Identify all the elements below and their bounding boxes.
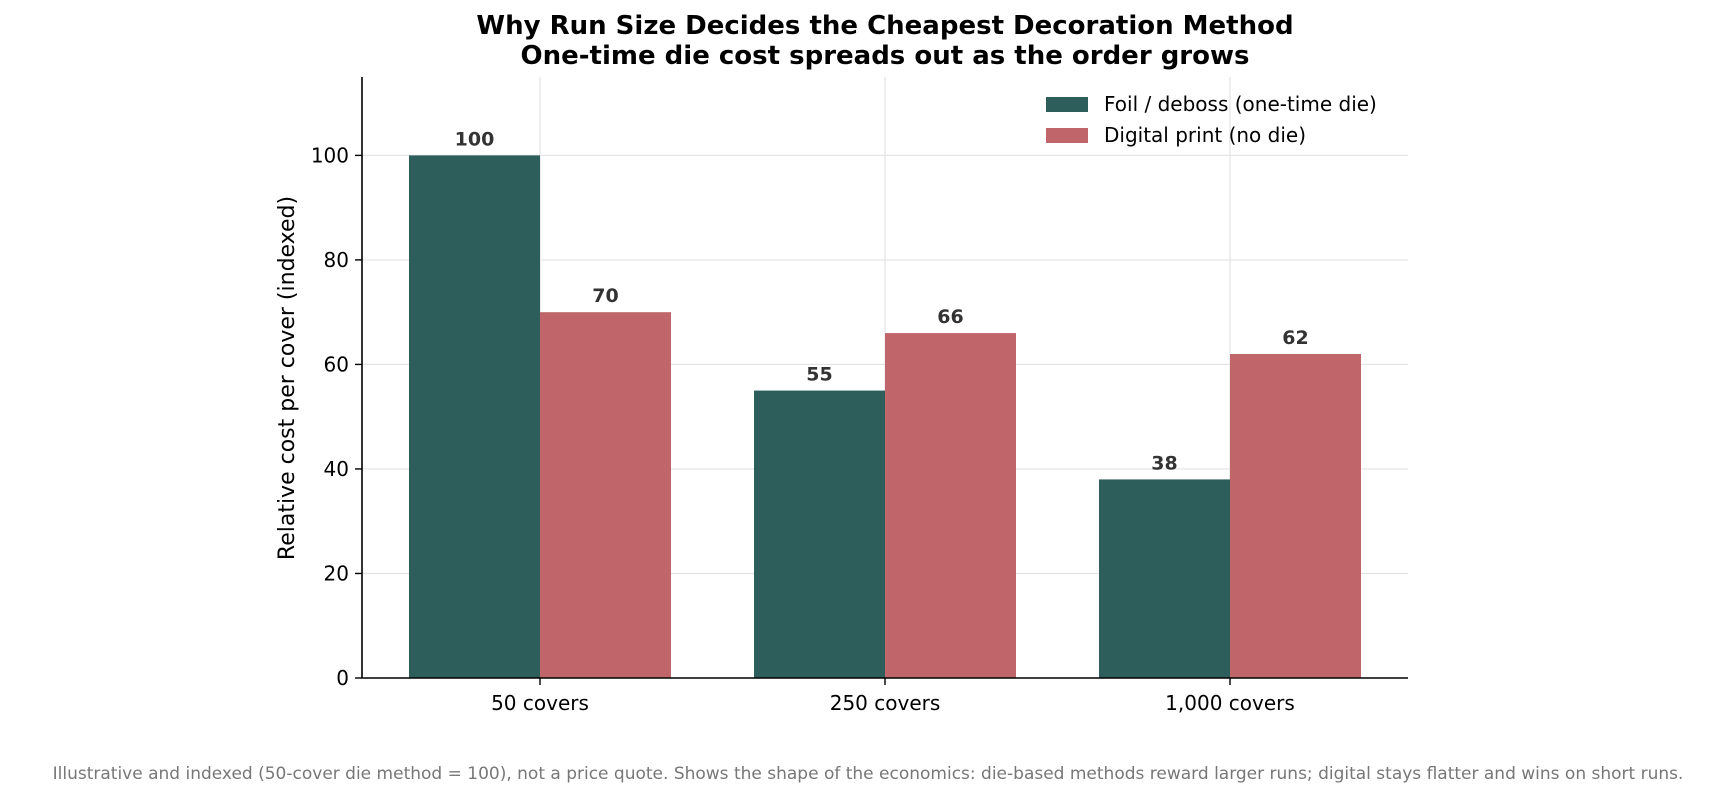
- bar: [409, 155, 540, 679]
- bar-value-label: 55: [806, 364, 832, 386]
- y-tick-label: 20: [324, 561, 349, 585]
- y-tick-label: 80: [324, 248, 349, 272]
- bar-value-label: 38: [1151, 452, 1177, 474]
- legend-swatch: [1046, 128, 1088, 143]
- chart-subtitle: One-time die cost spreads out as the ord…: [521, 41, 1250, 71]
- legend-label: Foil / deboss (one-time die): [1104, 92, 1377, 116]
- value-labels: 100 55 38 70 66 62: [455, 128, 1309, 474]
- bar: [754, 390, 885, 678]
- x-tick-label: 50 covers: [491, 691, 589, 715]
- axes: 0 20 40 60 80 100 50 covers 250 covers 1,000 cov…: [311, 77, 1408, 715]
- y-tick-label: 0: [336, 666, 349, 690]
- bar-value-label: 100: [455, 128, 495, 150]
- y-tick-label: 60: [324, 352, 349, 376]
- y-tick-label: 40: [324, 457, 349, 481]
- bar-value-label: 62: [1282, 327, 1308, 349]
- bar: [1230, 353, 1361, 678]
- bar: [540, 312, 671, 678]
- bar-value-label: 70: [592, 285, 618, 307]
- bar: [885, 333, 1016, 678]
- y-tick-label: 100: [311, 143, 349, 167]
- footnote: Illustrative and indexed (50-cover die m…: [53, 764, 1684, 784]
- x-tick-label: 250 covers: [830, 691, 941, 715]
- legend: Foil / deboss (one-time die) Digital prin…: [1046, 92, 1377, 147]
- legend-label: Digital print (no die): [1104, 123, 1306, 147]
- x-tick-label: 1,000 covers: [1165, 691, 1295, 715]
- y-axis-label: Relative cost per cover (indexed): [275, 196, 300, 560]
- bar-value-label: 66: [937, 306, 963, 328]
- legend-swatch: [1046, 97, 1088, 112]
- bar: [1099, 479, 1230, 678]
- chart-title: Why Run Size Decides the Cheapest Decora…: [476, 11, 1293, 41]
- bars: [409, 155, 1361, 679]
